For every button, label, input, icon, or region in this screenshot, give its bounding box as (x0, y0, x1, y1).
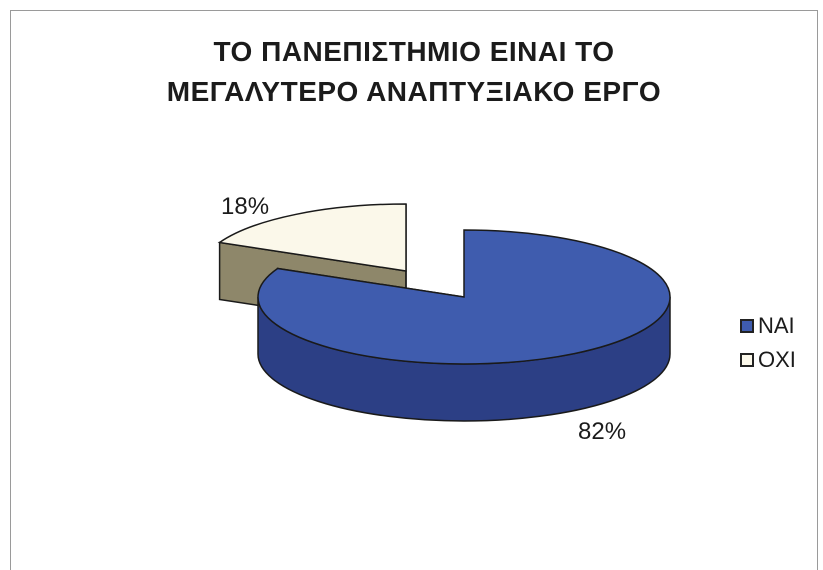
legend-label-nai: ΝΑΙ (758, 313, 795, 338)
data-label-nai: 82% (578, 418, 626, 445)
legend-item-oxi: ΟΧΙ (740, 343, 796, 377)
nai-top-face (257, 229, 671, 365)
legend-swatch-nai (740, 319, 754, 333)
legend-swatch-oxi (740, 353, 754, 367)
oxi-top-face (217, 203, 407, 272)
chart-title-line-1: ΤΟ ΠΑΝΕΠΙΣΤΗΜΙΟ ΕΙΝΑΙ ΤΟ (213, 36, 615, 67)
pie-slice-nai (257, 229, 671, 422)
pie-chart: 18% 82% (217, 193, 671, 445)
chart-legend: ΝΑΙ ΟΧΙ (740, 309, 796, 377)
chart-title-line-2: ΜΕΓΑΛΥΤΕΡΟ ΑΝΑΠΤΥΞΙΑΚΟ ΕΡΓΟ (166, 76, 662, 107)
data-label-oxi: 18% (221, 193, 269, 220)
legend-label-oxi: ΟΧΙ (758, 347, 796, 372)
legend-item-nai: ΝΑΙ (740, 309, 796, 343)
chart-title: ΤΟ ΠΑΝΕΠΙΣΤΗΜΙΟ ΕΙΝΑΙ ΤΟ ΜΕΓΑΛΥΤΕΡΟ ΑΝΑΠ… (10, 32, 818, 112)
